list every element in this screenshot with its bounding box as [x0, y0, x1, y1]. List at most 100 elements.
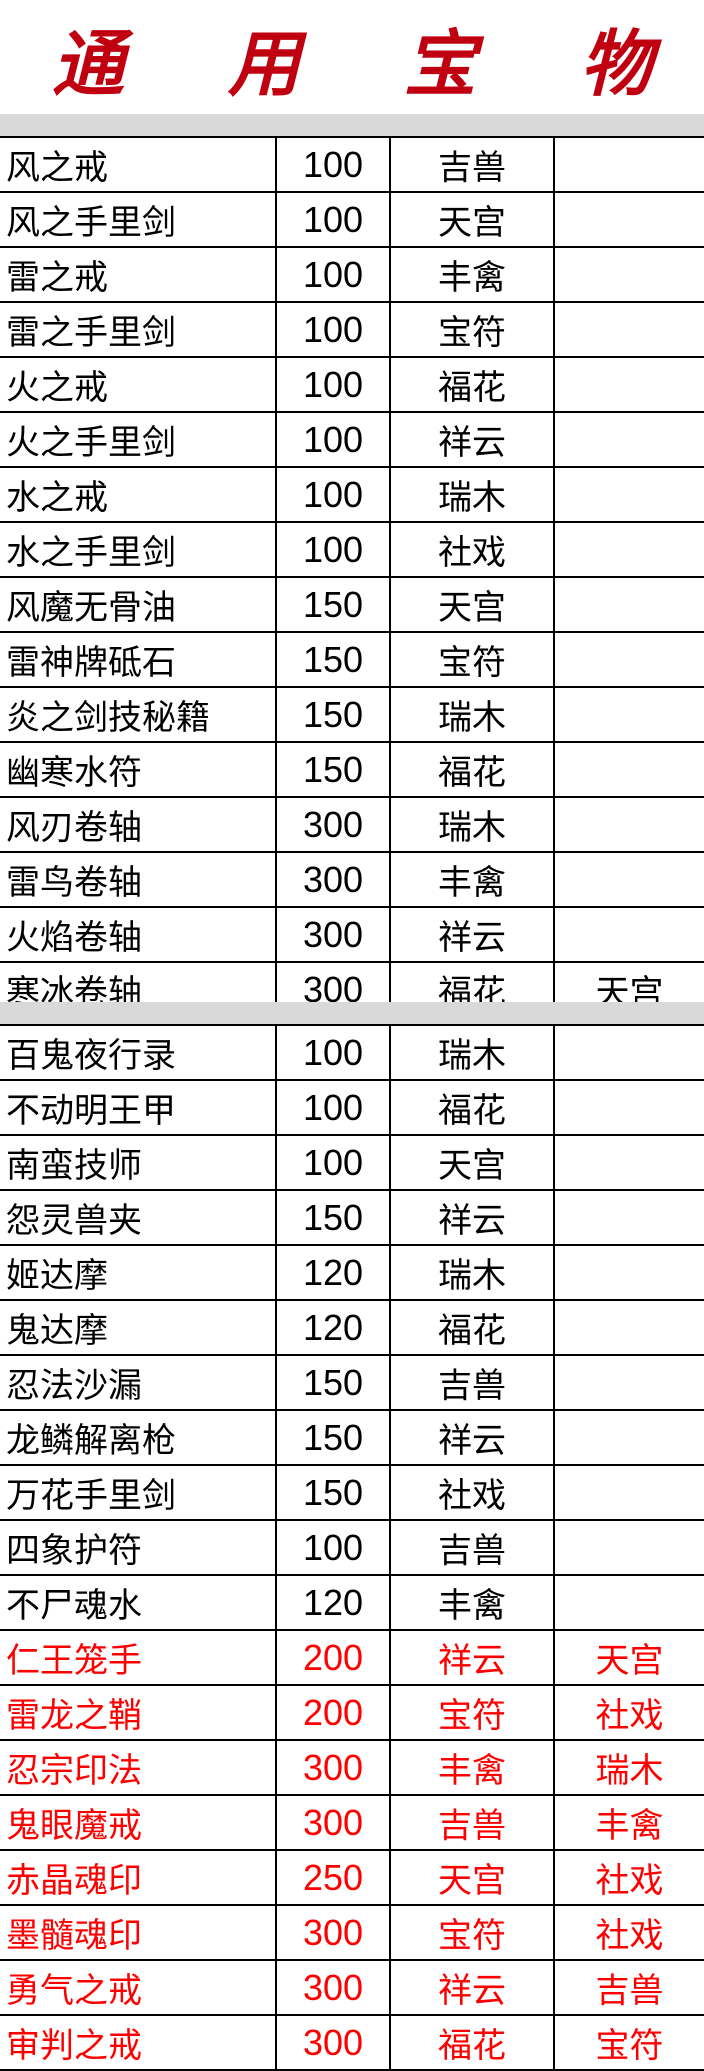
item-tag-1: 吉兽 [390, 138, 555, 193]
title-char: 物 [579, 20, 652, 106]
item-tag-2: 丰禽 [554, 1795, 704, 1851]
table-row: 不动明王甲 100 福花 [0, 1080, 704, 1136]
item-value: 100 [276, 467, 391, 523]
item-tag-2 [554, 852, 704, 908]
title-char: 用 [227, 20, 300, 106]
item-tag-1: 丰禽 [390, 852, 555, 908]
item-tag-2: 宝符 [554, 2015, 704, 2071]
item-tag-2 [554, 1190, 704, 1246]
item-tag-1: 福花 [390, 1300, 555, 1356]
table-row: 南蛮技师 100 天宫 [0, 1135, 704, 1191]
item-value: 100 [276, 302, 391, 358]
item-name: 水之手里剑 [0, 522, 277, 578]
table-row: 鬼眼魔戒 300 吉兽 丰禽 [0, 1795, 704, 1851]
item-name: 鬼达摩 [0, 1300, 277, 1356]
group-separator [0, 1002, 704, 1026]
item-name: 水之戒 [0, 467, 277, 523]
item-tag-2: 社戏 [554, 1685, 704, 1741]
item-tag-1: 祥云 [390, 1410, 555, 1466]
table-row: 雷之戒 100 丰禽 [0, 247, 704, 303]
item-value: 150 [276, 687, 391, 743]
table-row: 幽寒水符 150 福花 [0, 742, 704, 798]
item-tag-2 [554, 1300, 704, 1356]
item-value: 100 [276, 1080, 391, 1136]
title-char: 通 [51, 20, 124, 106]
item-value: 300 [276, 1795, 391, 1851]
item-tag-2 [554, 1245, 704, 1301]
item-name: 雷龙之鞘 [0, 1685, 277, 1741]
item-name: 火之戒 [0, 357, 277, 413]
item-tag-1: 宝符 [390, 1905, 555, 1961]
item-name: 勇气之戒 [0, 1960, 277, 2016]
item-tag-1: 瑞木 [390, 797, 555, 853]
item-value: 100 [276, 412, 391, 468]
item-value: 100 [276, 192, 391, 248]
item-value: 120 [276, 1575, 391, 1631]
item-tag-2 [554, 907, 704, 963]
table-row: 姬达摩 120 瑞木 [0, 1245, 704, 1301]
item-name: 忍法沙漏 [0, 1355, 277, 1411]
item-value: 100 [276, 357, 391, 413]
group-separator [0, 114, 704, 138]
item-tag-2 [554, 302, 704, 358]
item-tag-1: 瑞木 [390, 1245, 555, 1301]
item-tag-1: 瑞木 [390, 467, 555, 523]
table-row: 仁王笼手 200 祥云 天宫 [0, 1630, 704, 1686]
item-value: 300 [276, 1905, 391, 1961]
item-name: 火焰卷轴 [0, 907, 277, 963]
item-value: 300 [276, 907, 391, 963]
table-row: 四象护符 100 吉兽 [0, 1520, 704, 1576]
table-row: 墨髓魂印 300 宝符 社戏 [0, 1905, 704, 1961]
item-tag-1: 瑞木 [390, 1026, 555, 1081]
item-tag-2 [554, 797, 704, 853]
item-tag-1: 福花 [390, 742, 555, 798]
item-name: 龙鳞解离枪 [0, 1410, 277, 1466]
item-name: 雷之戒 [0, 247, 277, 303]
item-tag-2 [554, 1465, 704, 1521]
item-tag-1: 丰禽 [390, 1575, 555, 1631]
item-tag-1: 天宫 [390, 1850, 555, 1906]
item-tag-1: 宝符 [390, 1685, 555, 1741]
item-value: 150 [276, 1465, 391, 1521]
item-tag-2: 瑞木 [554, 1740, 704, 1796]
item-tag-1: 社戏 [390, 522, 555, 578]
item-tag-2: 社戏 [554, 1905, 704, 1961]
table-row: 水之戒 100 瑞木 [0, 467, 704, 523]
item-value: 100 [276, 247, 391, 303]
item-tag-1: 吉兽 [390, 1520, 555, 1576]
item-tag-1: 天宫 [390, 1135, 555, 1191]
table-row: 火焰卷轴 300 祥云 [0, 907, 704, 963]
item-tag-1: 祥云 [390, 1960, 555, 2016]
item-name: 不尸魂水 [0, 1575, 277, 1631]
table-row: 水之手里剑 100 社戏 [0, 522, 704, 578]
table-row: 不尸魂水 120 丰禽 [0, 1575, 704, 1631]
table-row: 万花手里剑 150 社戏 [0, 1465, 704, 1521]
table-row: 雷鸟卷轴 300 丰禽 [0, 852, 704, 908]
item-name: 幽寒水符 [0, 742, 277, 798]
item-value: 200 [276, 1630, 391, 1686]
item-tag-1: 福花 [390, 357, 555, 413]
table-row: 勇气之戒 300 祥云 吉兽 [0, 1960, 704, 2016]
item-tag-1: 宝符 [390, 302, 555, 358]
table-row: 雷龙之鞘 200 宝符 社戏 [0, 1685, 704, 1741]
item-tag-1: 祥云 [390, 1630, 555, 1686]
item-name: 百鬼夜行录 [0, 1026, 277, 1081]
item-name: 火之手里剑 [0, 412, 277, 468]
item-tag-1: 福花 [390, 2015, 555, 2071]
item-tag-1: 吉兽 [390, 1355, 555, 1411]
item-tag-2 [554, 522, 704, 578]
item-tag-2 [554, 687, 704, 743]
table-row: 怨灵兽夹 150 祥云 [0, 1190, 704, 1246]
table-group-1: 风之戒 100 吉兽 风之手里剑 100 天宫 雷之戒 100 丰禽 雷之手里剑 100 宝符 火之戒 1… [0, 138, 704, 1018]
item-name: 鬼眼魔戒 [0, 1795, 277, 1851]
item-tag-2 [554, 412, 704, 468]
item-tag-2 [554, 1080, 704, 1136]
item-tag-1: 吉兽 [390, 1795, 555, 1851]
item-tag-2: 天宫 [554, 1630, 704, 1686]
item-tag-1: 天宫 [390, 192, 555, 248]
item-value: 100 [276, 138, 391, 193]
table-row: 审判之戒 300 福花 宝符 [0, 2015, 704, 2071]
item-tag-2 [554, 192, 704, 248]
item-name: 雷之手里剑 [0, 302, 277, 358]
table-row: 赤晶魂印 250 天宫 社戏 [0, 1850, 704, 1906]
